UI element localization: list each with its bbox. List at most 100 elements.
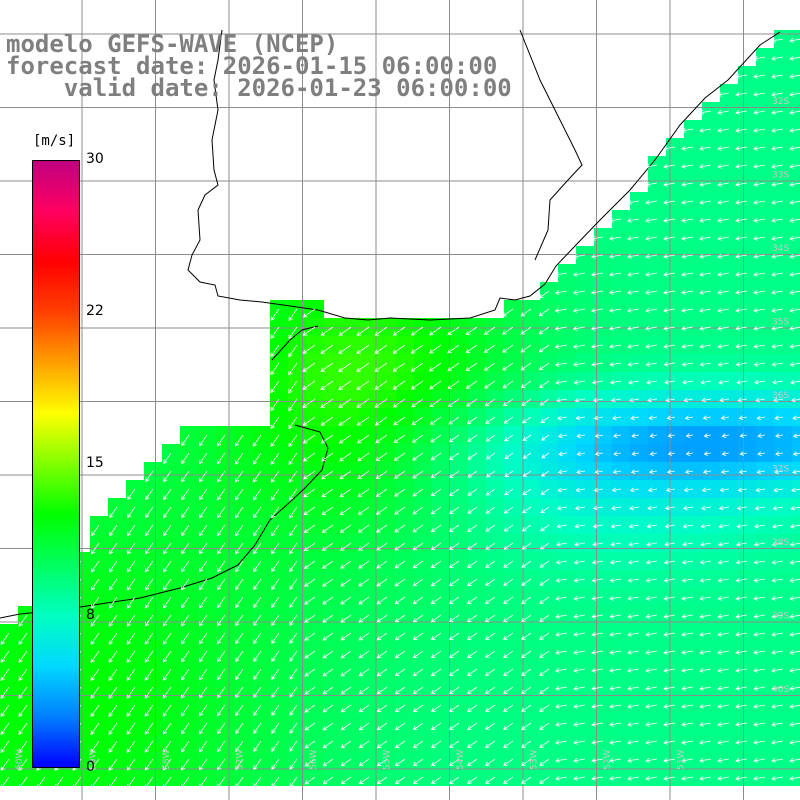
wind-vector <box>609 362 622 367</box>
wind-vector <box>522 416 532 424</box>
wind-vector <box>467 776 478 784</box>
wind-vector <box>790 505 800 511</box>
lon-label: 60W <box>15 750 25 770</box>
wind-vector <box>162 704 172 717</box>
wind-speed-cell <box>792 372 800 390</box>
wind-vector <box>199 614 208 627</box>
wind-vector <box>302 380 316 390</box>
wind-vector <box>376 650 388 659</box>
wind-vector <box>374 380 388 390</box>
wind-vector <box>771 290 784 295</box>
wind-vector <box>357 524 370 533</box>
wind-vector <box>199 578 208 591</box>
wind-vector <box>520 326 532 335</box>
wind-vector <box>539 740 550 748</box>
wind-vector <box>217 740 226 753</box>
wind-vector <box>663 740 676 745</box>
wind-vector <box>557 487 568 493</box>
wind-vector <box>485 704 496 712</box>
wind-vector <box>358 686 370 695</box>
wind-vector <box>627 577 640 583</box>
wind-vector <box>647 505 658 511</box>
wind-vector <box>465 362 478 371</box>
wind-vector <box>320 398 334 408</box>
wind-vector <box>717 182 730 187</box>
wind-vector <box>429 380 442 390</box>
wind-vector <box>502 344 514 353</box>
wind-vector <box>717 290 730 295</box>
wind-vector <box>608 308 622 313</box>
wind-vector <box>663 146 676 151</box>
wind-vector <box>539 578 550 586</box>
wind-vector <box>557 469 568 475</box>
wind-vector <box>448 416 460 425</box>
coastline-river <box>271 325 319 361</box>
wind-vector <box>394 722 406 731</box>
wind-vector <box>302 362 316 372</box>
wind-vector <box>717 218 730 223</box>
wind-vector <box>699 595 712 601</box>
wind-vector <box>18 776 28 789</box>
coastline-path <box>187 29 781 321</box>
wind-speed-cell <box>792 480 800 498</box>
wind-vector <box>90 722 100 736</box>
wind-vector <box>252 452 262 465</box>
wind-vector <box>199 650 208 663</box>
wind-speed-cell <box>792 66 800 84</box>
wind-vector <box>502 362 514 371</box>
wind-vector <box>753 92 766 97</box>
wind-vector <box>789 146 800 151</box>
wind-vector <box>320 344 334 354</box>
wind-vector <box>735 218 748 223</box>
wind-vector <box>573 668 586 673</box>
wind-vector <box>271 614 280 626</box>
wind-vector <box>735 614 748 619</box>
wind-vector <box>0 758 10 771</box>
wind-vector <box>429 326 442 336</box>
wind-vector <box>645 559 658 565</box>
wind-vector <box>771 38 784 43</box>
wind-vector <box>109 524 118 537</box>
wind-vector <box>735 722 748 727</box>
wind-vector <box>217 488 226 501</box>
wind-vector <box>322 560 334 569</box>
wind-vector <box>234 470 244 483</box>
wind-vector <box>717 110 730 115</box>
wind-vector <box>393 452 406 461</box>
wind-vector <box>645 614 658 619</box>
wind-vector <box>485 452 496 460</box>
coastline-interior <box>519 29 583 261</box>
lon-label: 54W <box>456 750 466 770</box>
wind-vector <box>217 722 226 735</box>
wind-speed-cell <box>792 300 800 318</box>
wind-vector <box>681 308 694 313</box>
wind-vector <box>340 740 352 749</box>
wind-vector <box>376 560 388 569</box>
wind-vector <box>412 704 424 713</box>
wind-vector <box>555 704 568 709</box>
wind-vector <box>609 577 622 583</box>
wind-vector <box>771 650 784 655</box>
wind-vector <box>503 686 514 694</box>
wind-vector <box>627 668 640 673</box>
wind-vector <box>699 614 712 619</box>
wind-vector <box>447 380 460 390</box>
wind-vector <box>484 398 496 407</box>
wind-vector <box>735 326 748 331</box>
wind-vector <box>394 686 406 695</box>
wind-vector <box>647 487 658 493</box>
wind-vector <box>430 542 442 551</box>
wind-vector <box>271 668 280 680</box>
wind-vector <box>771 272 784 277</box>
wind-vector <box>574 397 586 403</box>
wind-vector <box>591 776 604 781</box>
wind-vector <box>627 776 640 781</box>
wind-vector <box>340 614 352 623</box>
wind-vector <box>789 92 800 97</box>
wind-vector <box>574 523 586 529</box>
wind-vector <box>162 686 172 699</box>
wind-vector <box>540 524 550 532</box>
wind-vector <box>392 362 406 372</box>
wind-vector <box>466 416 478 425</box>
wind-vector <box>681 182 694 187</box>
